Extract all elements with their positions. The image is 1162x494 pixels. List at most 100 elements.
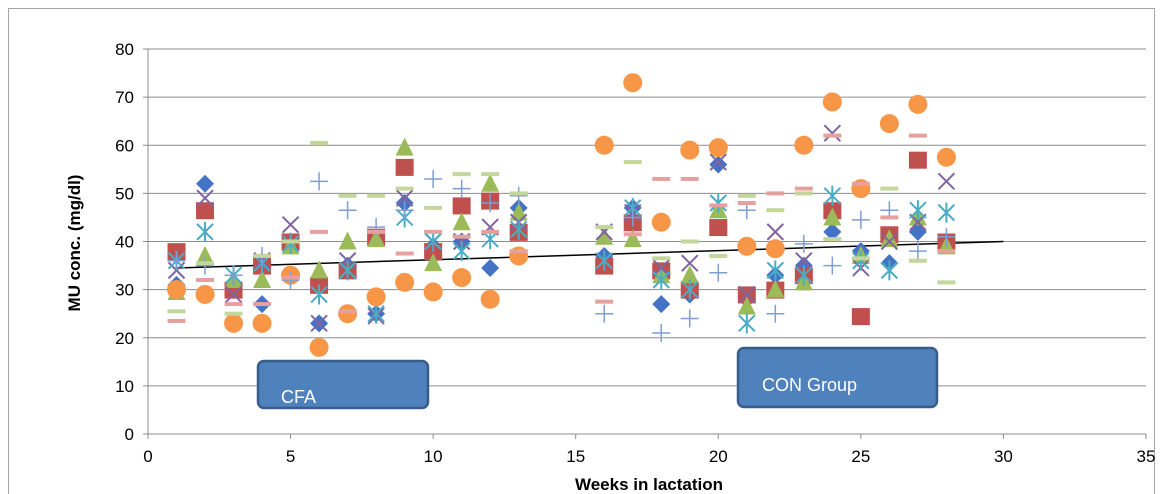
series-6-plus	[167, 169, 956, 342]
cfa-annotation-box: CFA	[256, 359, 430, 410]
data-point	[709, 263, 728, 282]
data-point	[281, 215, 300, 234]
data-point	[481, 229, 500, 234]
data-point	[253, 253, 272, 258]
data-point	[766, 223, 785, 241]
data-point	[196, 221, 214, 242]
trendline-layer	[176, 240, 1004, 269]
data-point	[937, 227, 956, 246]
x-tick-label: 10	[424, 447, 443, 466]
data-point	[794, 186, 813, 191]
data-point	[794, 234, 813, 253]
data-point	[509, 186, 528, 205]
data-point	[509, 202, 528, 221]
data-point	[823, 207, 842, 226]
data-point	[224, 311, 243, 316]
data-point	[452, 241, 471, 262]
data-point	[424, 253, 443, 272]
x-tick-label: 20	[709, 447, 728, 466]
y-tick-label: 40	[115, 233, 134, 252]
data-point	[766, 191, 785, 196]
data-point	[823, 124, 842, 142]
data-point	[481, 258, 500, 277]
data-point	[424, 229, 443, 234]
data-point	[937, 172, 956, 191]
data-point	[937, 249, 956, 254]
data-point	[309, 337, 329, 357]
data-point	[851, 210, 870, 229]
data-point	[766, 260, 785, 281]
y-tick-label: 0	[125, 425, 134, 444]
data-point	[281, 233, 300, 254]
data-point	[595, 299, 614, 304]
data-point	[196, 174, 215, 193]
data-point	[823, 133, 842, 138]
data-point	[452, 197, 471, 215]
data-point	[623, 160, 642, 165]
data-point	[395, 272, 415, 292]
data-point	[509, 191, 528, 196]
data-point	[310, 140, 329, 145]
data-point	[281, 271, 300, 289]
data-point	[594, 135, 614, 155]
data-point	[509, 249, 528, 254]
y-axis-title: MU conc. (mg/dl)	[65, 175, 84, 312]
data-point	[851, 256, 870, 261]
data-point	[424, 205, 443, 210]
data-point	[367, 303, 385, 324]
data-point	[367, 229, 386, 248]
data-point	[395, 201, 414, 220]
data-point	[253, 302, 272, 307]
data-point	[823, 222, 842, 241]
data-point	[880, 260, 899, 281]
x-tick-label: 25	[851, 447, 870, 466]
data-point	[794, 135, 814, 155]
data-point	[852, 250, 870, 271]
data-point	[681, 254, 699, 272]
data-point	[509, 219, 528, 240]
data-point	[766, 304, 785, 323]
data-point	[737, 193, 756, 198]
data-point	[338, 309, 357, 314]
data-point	[623, 232, 642, 237]
data-point	[766, 279, 785, 298]
x-tick-label: 30	[994, 447, 1013, 466]
data-point	[338, 193, 357, 198]
data-point	[452, 172, 471, 177]
data-point	[195, 284, 215, 304]
data-point	[766, 208, 785, 213]
con-group-label: CON Group	[762, 375, 857, 395]
data-point	[623, 229, 642, 248]
data-point	[908, 133, 927, 138]
data-point	[338, 304, 358, 324]
cfa-label: CFA	[281, 387, 316, 407]
x-axis-title: Weeks in lactation	[575, 475, 723, 494]
data-point	[395, 251, 414, 256]
data-point	[623, 73, 643, 93]
data-point	[823, 185, 842, 206]
data-point	[909, 200, 927, 221]
data-point	[879, 114, 899, 134]
data-point	[196, 245, 215, 264]
data-point	[281, 275, 300, 280]
data-point	[224, 266, 243, 285]
data-point	[338, 260, 357, 281]
data-point	[452, 268, 472, 288]
chart-frame	[8, 8, 1155, 494]
data-point	[452, 234, 471, 239]
data-point	[795, 265, 813, 286]
data-point	[367, 193, 386, 198]
data-point	[908, 94, 928, 114]
data-point	[937, 280, 956, 285]
data-point	[253, 270, 272, 288]
data-point	[823, 237, 842, 242]
series-8-dash	[167, 140, 956, 316]
data-point	[424, 231, 442, 252]
data-point	[765, 239, 785, 259]
data-point	[395, 186, 414, 191]
data-point	[310, 260, 329, 279]
data-point	[196, 278, 215, 282]
data-point	[167, 309, 186, 314]
data-point	[338, 201, 357, 220]
